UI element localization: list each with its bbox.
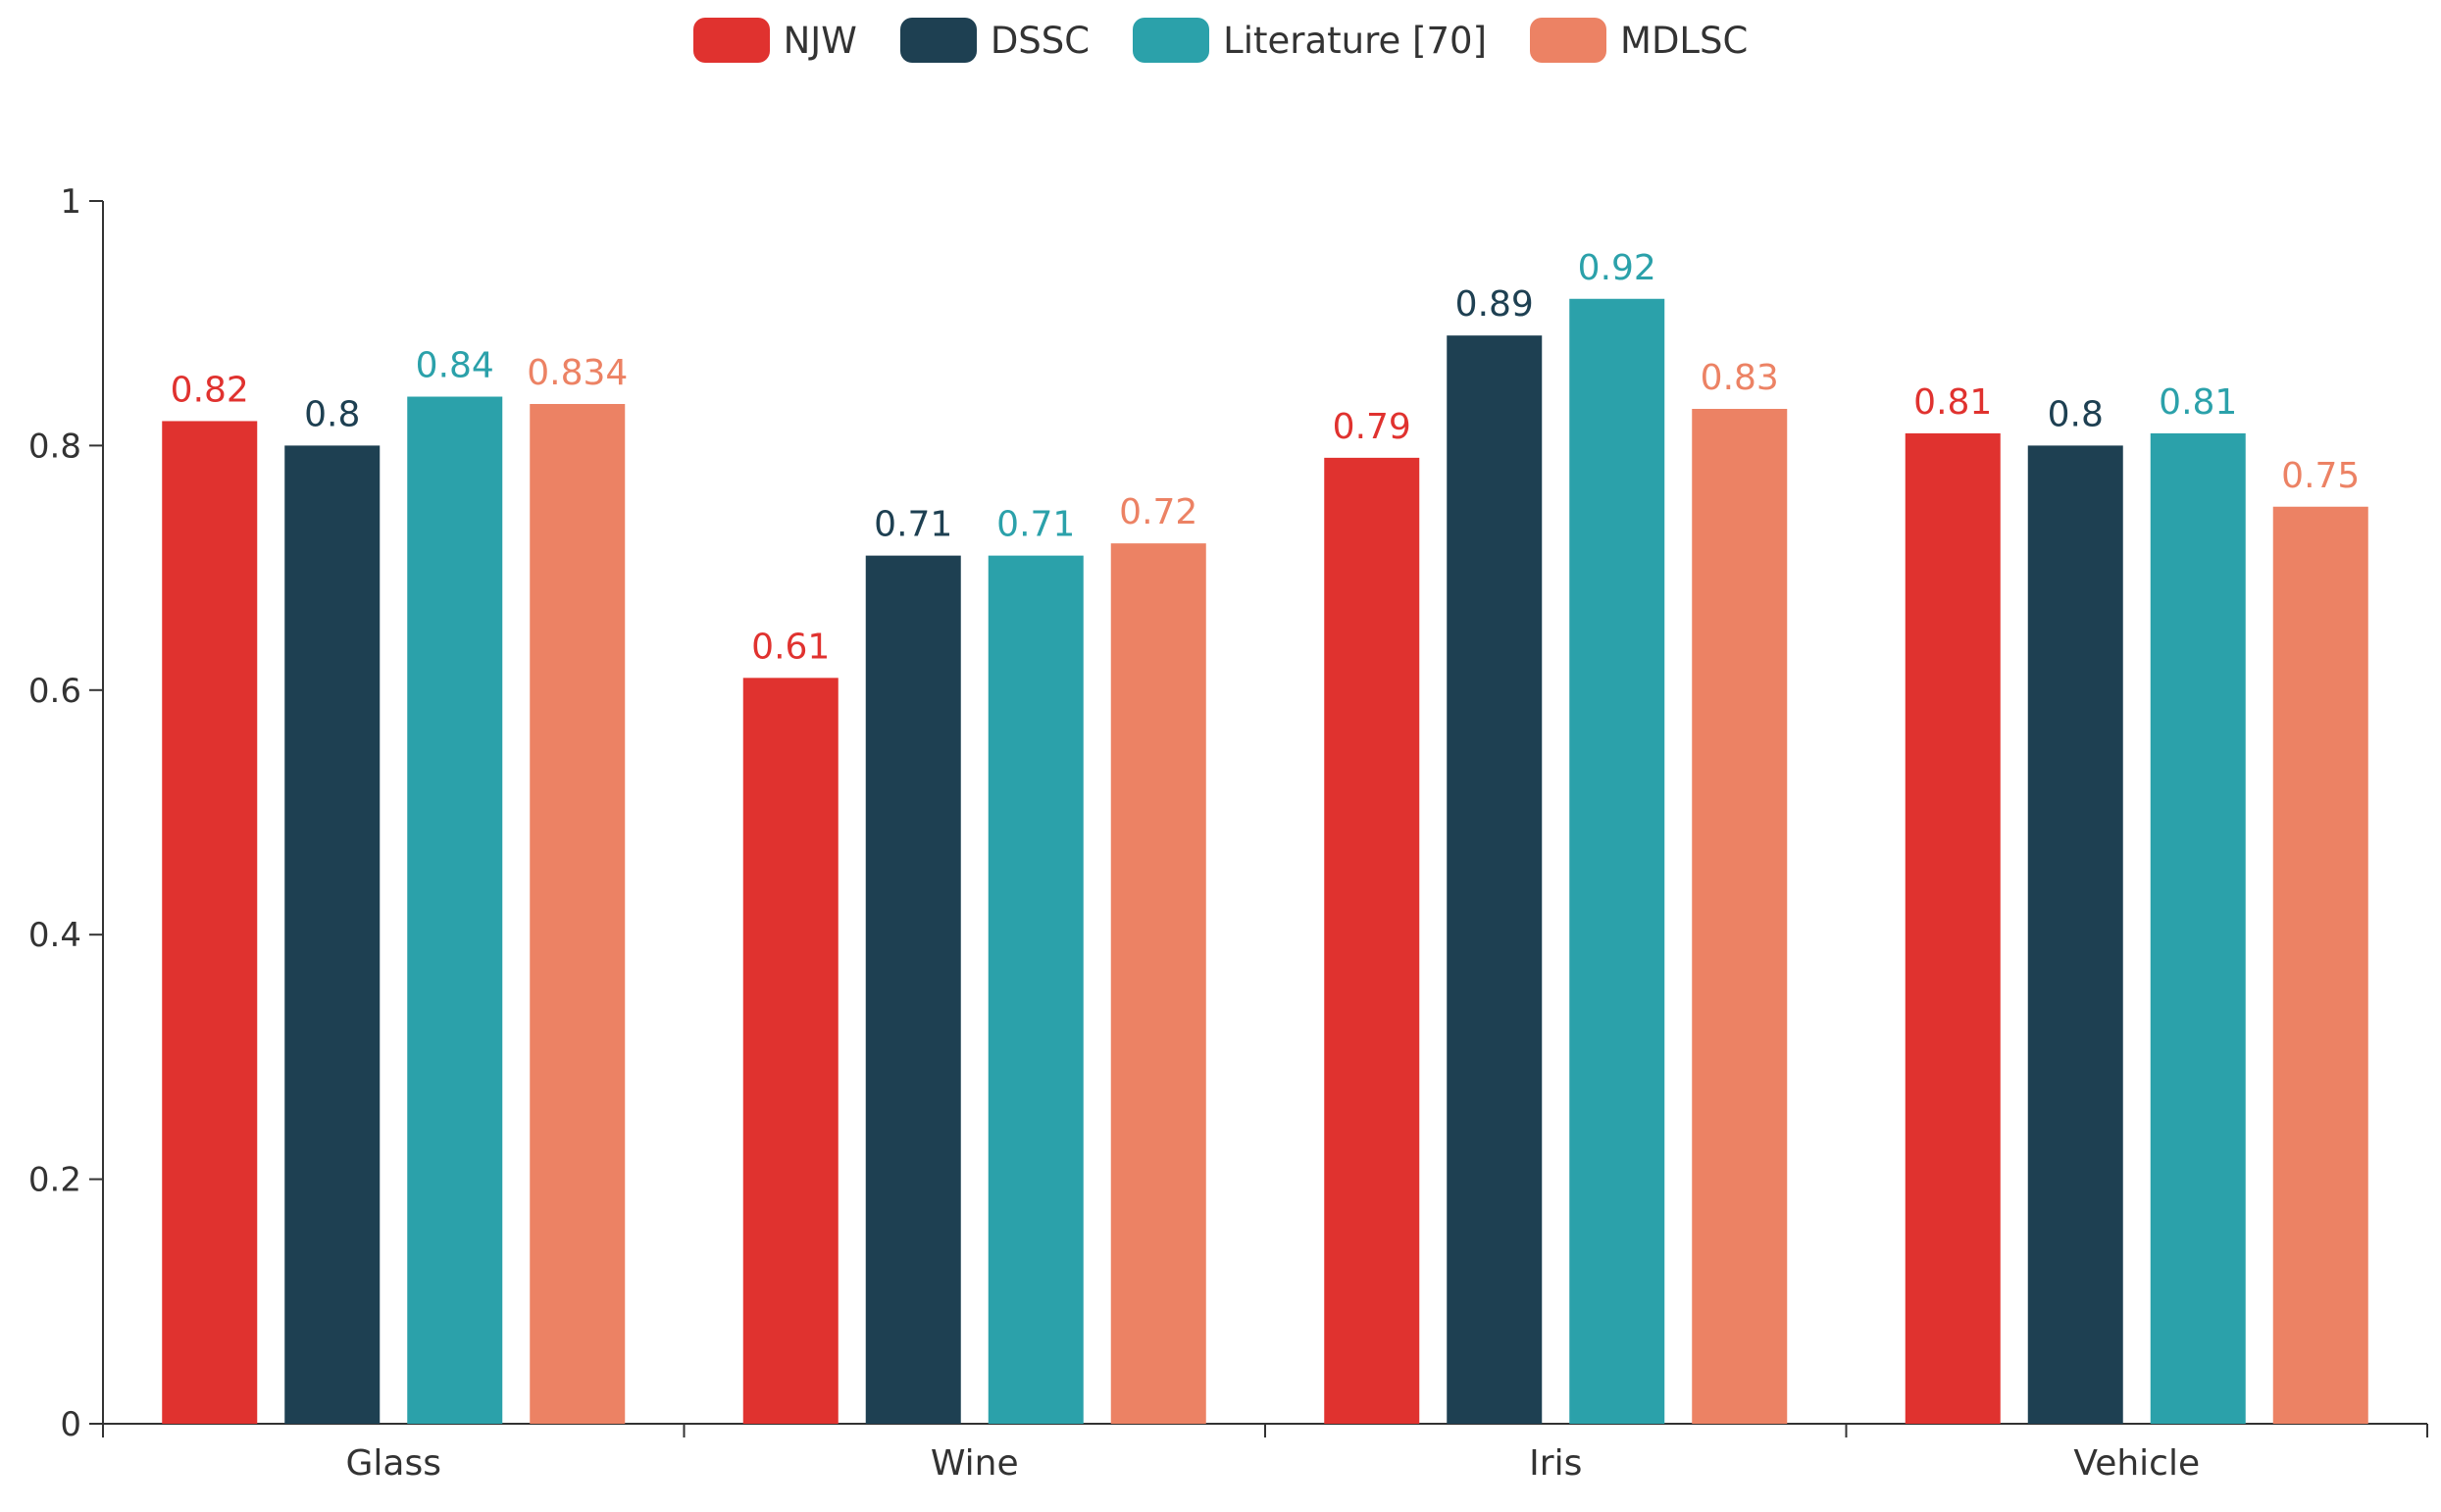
y-tick-label: 0.4 (28, 916, 81, 955)
bar-value-label: 0.72 (1119, 492, 1197, 532)
bar[interactable] (1905, 432, 2001, 1424)
bar[interactable] (407, 396, 503, 1424)
bar[interactable] (1324, 457, 1420, 1424)
bar-value-label: 0.71 (996, 505, 1075, 545)
legend-swatch-literature (1133, 18, 1210, 63)
y-tick-label: 1 (60, 182, 81, 222)
y-tick-label: 0.2 (28, 1161, 81, 1200)
chart-legend: NJW DSSC Literature [70] MDLSC (0, 18, 2441, 63)
bar[interactable] (2150, 432, 2246, 1424)
legend-item-njw[interactable]: NJW (692, 18, 857, 63)
bar[interactable] (1447, 335, 1543, 1424)
bar-value-label: 0.71 (874, 505, 952, 545)
bar-value-label: 0.92 (1578, 248, 1656, 288)
bar-value-label: 0.89 (1455, 284, 1534, 325)
y-tick-label: 0 (60, 1405, 81, 1444)
bar-value-label: 0.79 (1333, 407, 1411, 447)
bar[interactable] (1569, 298, 1665, 1424)
bar-value-label: 0.82 (171, 370, 249, 410)
bar[interactable] (1692, 408, 1788, 1424)
bar-value-label: 0.61 (751, 627, 830, 667)
legend-item-dssc[interactable]: DSSC (899, 18, 1091, 63)
y-tick-label: 0.8 (28, 427, 81, 466)
x-tick-label: Glass (346, 1443, 441, 1484)
bar[interactable] (1110, 543, 1206, 1424)
legend-item-literature[interactable]: Literature [70] (1133, 18, 1487, 63)
x-tick-label: Vehicle (2073, 1443, 2200, 1484)
bar-value-label: 0.834 (527, 353, 628, 393)
bar[interactable] (162, 421, 258, 1425)
legend-label-dssc: DSSC (990, 19, 1091, 62)
y-tick-label: 0.6 (28, 672, 81, 711)
bar[interactable] (2027, 445, 2123, 1424)
chart-data-labels: 0.82 0.8 0.84 0.834 0.61 0.71 0.71 0.72 0.79 0.89… (171, 248, 2361, 668)
x-tick-label: Wine (931, 1443, 1019, 1484)
bar-value-label: 0.8 (2048, 394, 2104, 434)
legend-label-mdlsc: MDLSC (1620, 19, 1749, 62)
bar[interactable] (284, 445, 381, 1424)
chart-bars (162, 298, 2368, 1425)
x-tick-label: Iris (1529, 1443, 1582, 1484)
bar-value-label: 0.83 (1701, 358, 1779, 398)
bar-value-label: 0.81 (1913, 382, 1992, 423)
legend-swatch-dssc (899, 18, 977, 63)
bar[interactable] (530, 404, 626, 1425)
bar[interactable] (2272, 506, 2368, 1424)
bar-value-label: 0.84 (416, 346, 494, 386)
bar[interactable] (865, 555, 961, 1424)
bar[interactable] (742, 678, 839, 1424)
legend-item-mdlsc[interactable]: MDLSC (1530, 18, 1748, 63)
bar-value-label: 0.8 (304, 394, 360, 434)
legend-swatch-njw (692, 18, 770, 63)
bar-value-label: 0.75 (2281, 456, 2360, 496)
legend-label-literature: Literature [70] (1223, 19, 1488, 62)
legend-label-njw: NJW (783, 19, 857, 62)
bar-value-label: 0.81 (2159, 382, 2237, 423)
bar[interactable] (988, 555, 1084, 1424)
legend-swatch-mdlsc (1530, 18, 1607, 63)
